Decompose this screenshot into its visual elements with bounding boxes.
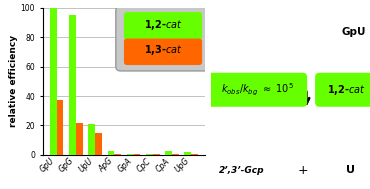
Bar (114, 153, 121, 155)
Bar (134, 153, 140, 155)
Bar (69, 15, 76, 155)
Bar (146, 153, 153, 155)
FancyBboxPatch shape (124, 12, 202, 40)
Text: 1,3-$\it{cat}$: 1,3-$\it{cat}$ (144, 43, 182, 57)
Text: +: + (298, 164, 309, 177)
FancyBboxPatch shape (116, 6, 210, 71)
Bar (185, 152, 191, 155)
Text: 1,2-$\it{cat}$: 1,2-$\it{cat}$ (327, 83, 366, 97)
Bar (191, 153, 198, 155)
Bar (50, 8, 57, 155)
Bar (76, 122, 83, 155)
Y-axis label: relative efficiency: relative efficiency (9, 35, 18, 127)
Bar (57, 100, 63, 155)
Text: GpU: GpU (342, 27, 366, 37)
Bar (172, 153, 179, 155)
Text: 1,2-$\it{cat}$: 1,2-$\it{cat}$ (144, 18, 182, 32)
FancyBboxPatch shape (207, 73, 307, 107)
FancyBboxPatch shape (315, 73, 370, 107)
Bar (153, 153, 159, 155)
FancyBboxPatch shape (124, 39, 202, 65)
Bar (127, 153, 134, 155)
Text: 2’,3’-Gcp: 2’,3’-Gcp (219, 166, 265, 175)
Bar (88, 124, 95, 155)
Text: U: U (346, 165, 356, 175)
Bar (95, 133, 102, 155)
Text: $\it{k}_{obs}/\it{k}_{bg}$ $\approx$ $10^5$: $\it{k}_{obs}/\it{k}_{bg}$ $\approx$ $10… (221, 82, 293, 98)
Bar (165, 151, 172, 155)
Bar (108, 151, 114, 155)
